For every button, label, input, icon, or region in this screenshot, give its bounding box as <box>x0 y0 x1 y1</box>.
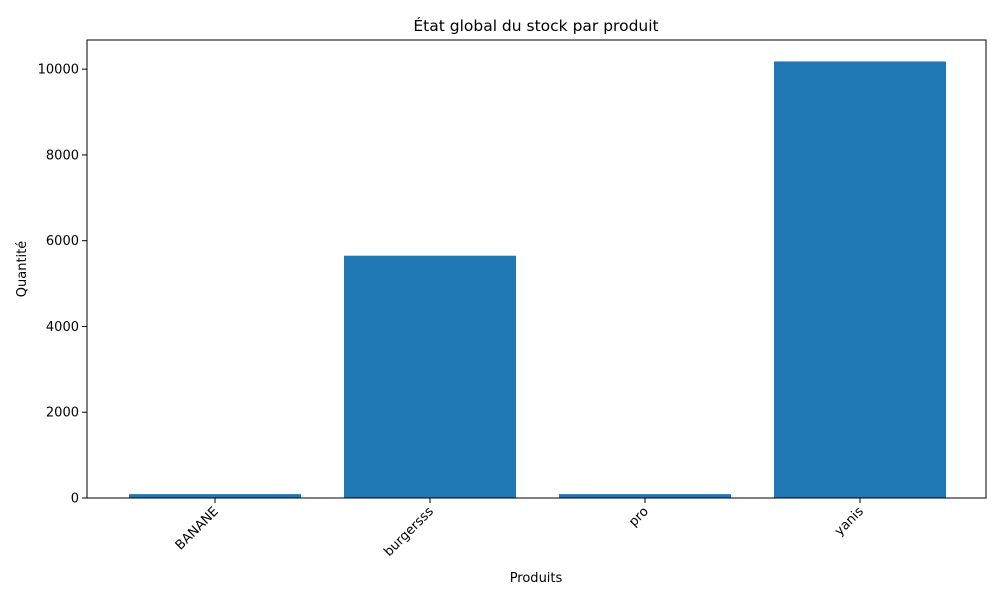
y-tick-label: 0 <box>71 492 79 507</box>
bar-yanis <box>774 61 946 498</box>
y-axis-label: Quantité <box>15 241 30 297</box>
y-axis-ticks: 0 2000 4000 6000 8000 10000 <box>38 63 87 507</box>
bar-banane <box>129 494 301 498</box>
plot-frame <box>86 39 987 499</box>
y-tick-label: 6000 <box>46 234 79 249</box>
y-tick-label: 4000 <box>46 320 79 335</box>
y-tick-label: 10000 <box>38 63 79 78</box>
bars-group <box>129 61 946 498</box>
bar-pro <box>559 494 731 498</box>
x-axis-label: Produits <box>510 571 563 586</box>
bar-burgersss <box>344 255 516 498</box>
chart-title: État global du stock par produit <box>413 16 658 35</box>
y-tick-label: 2000 <box>46 406 79 421</box>
y-tick-label: 8000 <box>46 148 79 163</box>
